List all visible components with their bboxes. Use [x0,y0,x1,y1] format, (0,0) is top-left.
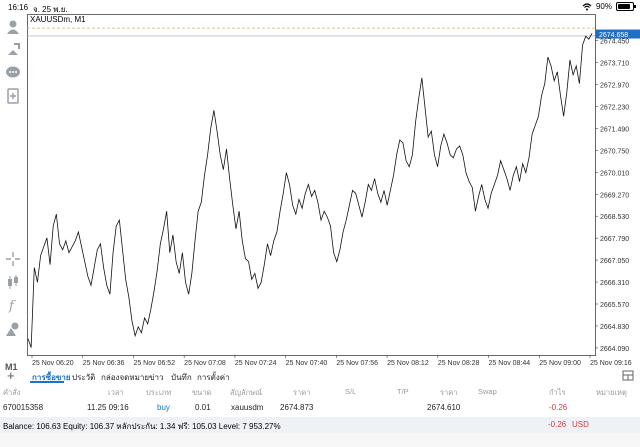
tab-mailbox[interactable]: กล่องจดหมาย [101,373,150,382]
header-symbol: สัญลักษณ์ [230,388,263,397]
time-label: 25 Nov 07:40 [286,360,328,367]
current-price-badge [596,29,640,39]
price-chart[interactable]: 2674.450 2673.710 2672.970 2672.230 2671.490… [27,14,640,367]
price-label: 2667.790 [600,236,629,243]
balance-text: Balance: 106.63 Equity: 106.37 หลักประกั… [3,422,281,431]
header-price: ราคา [293,388,311,397]
price-label: 2670.750 [600,148,629,155]
header-comment: หมายเหตุ [596,388,627,397]
price-label: 2673.710 [600,61,629,68]
objects-icon[interactable] [4,320,22,338]
order-profit: -0.26 [549,403,568,412]
table-row[interactable]: 670015358 11.25 09:16 buy 0.01 xauusdm 2… [0,402,640,414]
time-label: 25 Nov 07:24 [235,360,277,367]
add-document-icon[interactable] [4,87,22,105]
terminal-tabs: + การซื้อขาย ประวัติ กล่องจดหมาย ข่าว บั… [0,368,640,383]
time-label: 25 Nov 08:44 [489,360,531,367]
price-label: 2668.530 [600,214,629,221]
layout-icon[interactable] [622,370,634,381]
total-profit: -0.26 [548,420,567,429]
price-label: 2664.830 [600,324,629,331]
balance-bar: Balance: 106.63 Equity: 106.37 หลักประกั… [0,417,640,433]
time-label: 25 Nov 06:20 [32,360,74,367]
order-id: 670015358 [3,403,44,412]
order-type: buy [157,403,170,412]
time-label: 25 Nov 08:28 [438,360,480,367]
header-profit: กำไร [549,388,566,397]
time-label: 25 Nov 07:56 [336,360,378,367]
add-icon[interactable]: + [7,368,15,383]
price-label: 2674.450 [600,39,629,46]
svg-text:f: f [8,299,16,313]
price-label: 2672.970 [600,83,629,90]
chart-symbol: XAUUSDm, M1 [30,15,86,24]
person-icon[interactable] [4,18,22,36]
time-label: 25 Nov 06:52 [133,360,175,367]
current-price-label: 2674.658 [599,32,628,39]
tab-trade[interactable]: การซื้อขาย [32,373,71,382]
header-size: ขนาด [192,388,212,397]
tab-history[interactable]: ประวัติ [72,373,96,382]
plot-frame [27,14,596,356]
price-label: 2664.090 [600,346,629,353]
price-line [27,33,593,348]
status-date: จ. 25 พ.ย. [33,5,68,14]
timeframe-button[interactable]: M1 [5,362,18,372]
order-symbol: xauusdm [231,403,264,412]
tab-journal[interactable]: บันทึก [171,373,192,382]
battery-percent: 90% [595,2,612,11]
tab-news[interactable]: ข่าว [149,373,164,382]
profit-currency: USD [572,420,589,429]
wifi-icon [582,2,592,10]
battery-icon [616,2,636,11]
time-label: 25 Nov 09:16 [590,360,632,367]
header-sl: S/L [345,387,357,396]
status-bar: 16:16 จ. 25 พ.ย. 90% [0,0,640,14]
crosshair-icon[interactable] [4,250,22,268]
pin-arrow-icon[interactable] [4,41,22,59]
order-size: 0.01 [195,403,211,412]
status-time: 16:16 [8,3,29,12]
orders-table-header: คำสั่ง เวลา ประเภท ขนาด สัญลักษณ์ ราคา S… [0,386,640,398]
bottom-bar [0,433,640,447]
header-current-price: ราคา [440,388,458,397]
status-right: 90% [582,2,636,11]
time-label: 25 Nov 07:08 [184,360,226,367]
header-time: เวลา [108,388,124,397]
left-toolbar: f M1 [0,14,26,372]
time-label: 25 Nov 06:36 [83,360,125,367]
candles-icon[interactable] [4,273,22,291]
header-swap: Swap [478,387,497,396]
time-label: 25 Nov 09:00 [539,360,581,367]
header-type: ประเภท [146,388,172,397]
price-label: 2666.310 [600,280,629,287]
price-label: 2667.050 [600,258,629,265]
tab-settings[interactable]: การตั้งค่า [197,373,230,382]
function-icon[interactable]: f [4,296,22,314]
order-current-price: 2674.610 [427,403,461,412]
order-time: 11.25 09:16 [87,403,129,412]
header-order: คำสั่ง [3,388,21,397]
price-label: 2671.490 [600,126,629,133]
chart-canvas[interactable]: 2674.450 2673.710 2672.970 2672.230 2671.490… [27,14,640,367]
price-label: 2672.230 [600,105,629,112]
time-label: 25 Nov 08:12 [387,360,429,367]
header-tp: T/P [397,387,409,396]
order-price: 2674.873 [280,403,314,412]
price-label: 2665.570 [600,302,629,309]
price-label: 2670.010 [600,170,629,177]
active-tab-indicator [30,381,64,383]
chat-icon[interactable] [4,64,22,82]
price-label: 2669.270 [600,192,629,199]
